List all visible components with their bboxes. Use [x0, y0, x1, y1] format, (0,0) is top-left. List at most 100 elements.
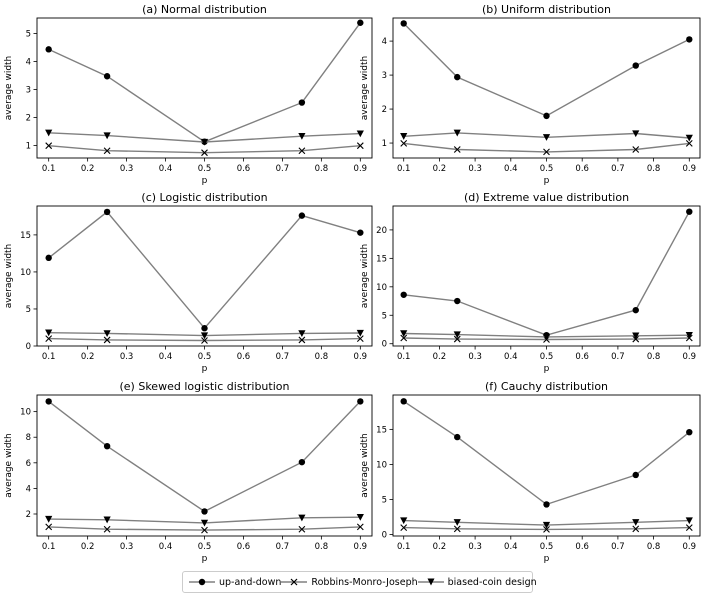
data-point: [357, 398, 364, 405]
x-axis-label: p: [544, 176, 550, 186]
data-point: [298, 330, 306, 338]
y-axis-label: average width: [4, 433, 14, 498]
data-point: [632, 306, 639, 314]
data-point: [632, 146, 640, 153]
data-point: [103, 330, 111, 338]
data-point: [685, 139, 693, 147]
x-tick-label: 0.7: [276, 352, 290, 362]
x-tick-label: 0.6: [237, 352, 251, 362]
data-point-stroke: [103, 336, 111, 344]
data-point: [686, 208, 693, 215]
data-point: [632, 130, 640, 138]
data-point: [201, 508, 208, 515]
chart-title: (b) Uniform distribution: [482, 3, 611, 16]
x-tick-label: 0.1: [42, 542, 56, 552]
data-point-stroke: [103, 525, 111, 533]
chart-panel-5: (e) Skewed logistic distribution 0.1 0.2 0.…: [4, 380, 373, 564]
data-point: [543, 112, 550, 120]
x-tick-label: 0.9: [354, 352, 368, 362]
data-point: [201, 337, 208, 344]
data-point-stroke: [103, 147, 111, 155]
y-axis-label: average width: [4, 244, 14, 309]
data-point: [632, 62, 639, 69]
y-tick-label: 15: [376, 425, 387, 435]
data-point: [103, 147, 111, 155]
data-point-stroke: [298, 336, 306, 344]
data-point: [298, 212, 306, 219]
y-tick-label: 5: [26, 305, 31, 315]
x-tick-label: 0.9: [354, 542, 368, 552]
data-point-stroke: [201, 149, 208, 157]
x-tick-label: 0.7: [276, 542, 290, 552]
x-tick-label: 0.4: [159, 164, 173, 174]
data-point: [453, 335, 461, 343]
data-point: [356, 335, 364, 342]
legend: up-and-down Robbins-Monro-Joseph biased-…: [182, 571, 537, 593]
data-point: [632, 471, 639, 479]
x-tick-label: 0.2: [433, 352, 447, 362]
data-point-stroke: [356, 142, 364, 150]
x-tick-label: 0.5: [540, 164, 554, 174]
series-line-up-and-down: [48, 22, 361, 143]
x-tick-label: 0.1: [42, 164, 56, 174]
data-point: [201, 526, 208, 534]
y-axis-label: average width: [360, 56, 370, 121]
data-point: [543, 148, 550, 156]
data-point: [357, 19, 364, 26]
x-tick-label: 0.1: [397, 542, 411, 552]
data-point: [356, 523, 364, 531]
x-tick-label: 0.2: [81, 164, 95, 174]
y-tick-label: 8: [26, 433, 31, 443]
data-point: [400, 517, 408, 525]
data-point: [453, 519, 461, 526]
x-tick-label: 0.6: [237, 542, 251, 552]
data-point-stroke: [632, 525, 640, 533]
y-tick-label: 4: [382, 37, 387, 47]
data-point: [201, 325, 208, 332]
data-point: [685, 134, 693, 142]
chart-title: (a) Normal distribution: [142, 3, 267, 16]
y-tick-label: 10: [376, 283, 387, 293]
data-point-stroke: [453, 525, 461, 533]
data-point: [45, 515, 53, 523]
y-tick-label: 3: [382, 71, 387, 81]
data-point: [45, 523, 53, 531]
x-tick-label: 0.8: [647, 164, 661, 174]
y-tick-label: 5: [26, 29, 31, 39]
y-tick-label: 2: [26, 113, 31, 123]
x-tick-label: 0.4: [504, 352, 518, 362]
data-point: [356, 142, 364, 150]
data-point: [543, 501, 550, 508]
data-point: [103, 516, 111, 524]
x-tick-label: 0.3: [468, 164, 482, 174]
x-tick-label: 0.2: [433, 164, 447, 174]
y-tick-label: 5: [382, 311, 387, 321]
plot-frame: [36, 17, 373, 159]
legend-label: up-and-down: [219, 576, 282, 588]
data-point: [400, 524, 408, 531]
x-tick-label: 0.9: [354, 164, 368, 174]
data-point: [103, 73, 111, 80]
data-point: [298, 132, 306, 140]
x-tick-label: 0.8: [315, 352, 329, 362]
data-point: [453, 331, 461, 339]
data-point: [685, 517, 693, 525]
data-point: [543, 526, 550, 533]
x-axis-label: p: [202, 364, 208, 374]
data-point: [356, 329, 364, 337]
data-point: [400, 330, 408, 338]
y-tick-label: 6: [26, 459, 31, 469]
series-line-robbins-monro-joseph: [48, 145, 361, 154]
x-tick-label: 0.2: [433, 542, 447, 552]
legend-entry-biased-coin-design: biased-coin design: [417, 577, 537, 588]
data-point: [45, 329, 53, 337]
data-point: [632, 519, 640, 526]
data-point: [453, 146, 461, 153]
data-point: [400, 20, 407, 27]
series-line-up-and-down: [48, 210, 361, 330]
x-tick-label: 0.2: [81, 352, 95, 362]
data-point: [103, 442, 111, 450]
data-point: [542, 333, 551, 341]
y-axis-label: average width: [360, 244, 370, 309]
data-point: [45, 398, 52, 405]
